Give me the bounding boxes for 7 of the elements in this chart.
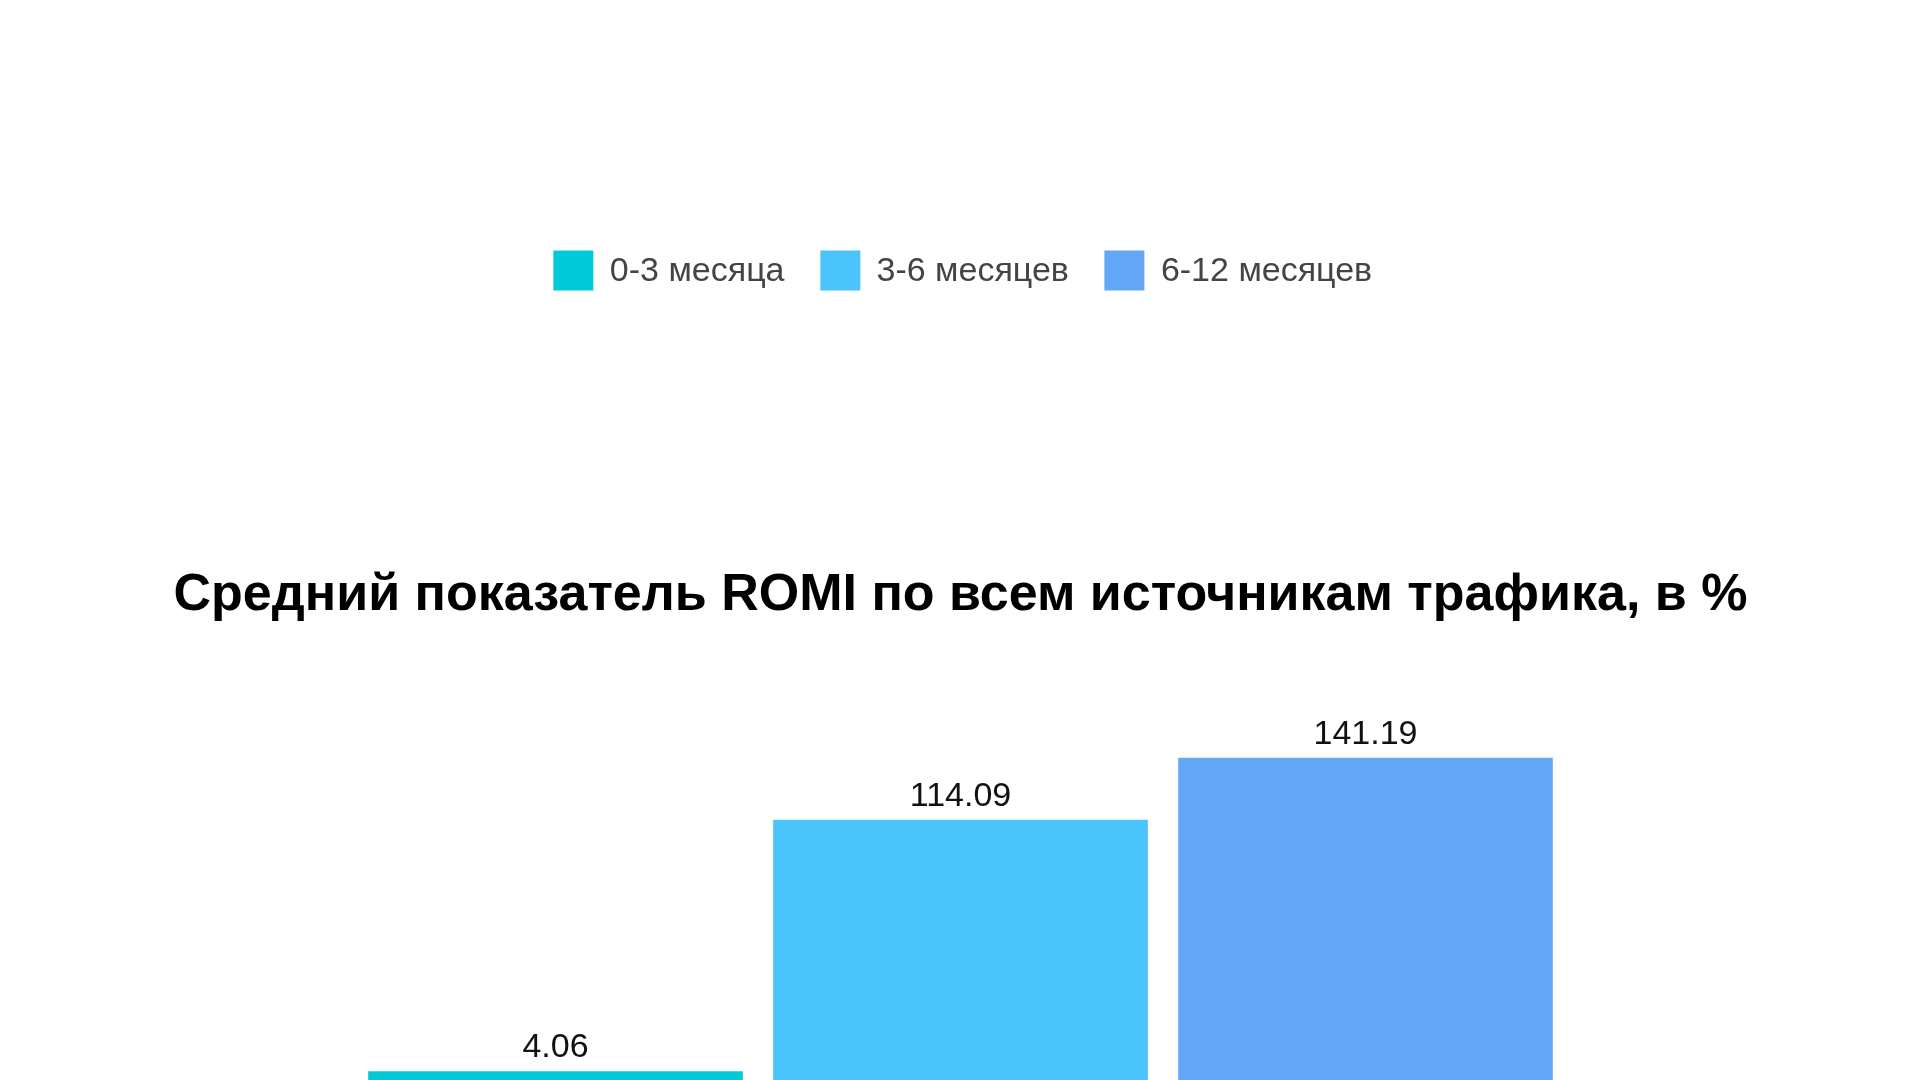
data-label: 141.19	[1313, 712, 1418, 751]
legend-label: 0-3 месяца	[609, 250, 785, 290]
data-label: 114.09	[909, 774, 1012, 813]
chart-title: Средний показатель ROMI по всем источникам трафика, в %	[173, 562, 1748, 621]
data-label: 4.06	[522, 1026, 589, 1065]
legend-label: 3-6 месяцев	[876, 250, 1069, 290]
legend-label: 6-12 месяцев	[1160, 250, 1373, 290]
